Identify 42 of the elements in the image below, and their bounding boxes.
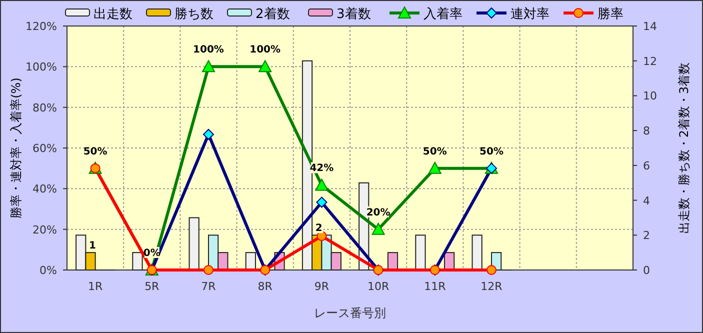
x-axis-title: レース番号別 xyxy=(314,306,386,320)
y-tick-label: 0% xyxy=(40,264,57,277)
data-label: 20% xyxy=(366,207,390,218)
x-tick-label: 7R xyxy=(201,280,216,293)
x-tick-label: 11R xyxy=(424,280,446,293)
y-tick-label: 100% xyxy=(26,60,57,74)
y-tick-label: 20% xyxy=(32,223,57,236)
y2-tick-label: 8 xyxy=(643,124,650,138)
y-axis-title: 勝率・連対率・入着率(%) xyxy=(9,78,23,218)
data-label: 100% xyxy=(250,44,281,56)
y-tick-label: 40% xyxy=(32,182,57,196)
y2-tick-label: 10 xyxy=(643,90,657,103)
data-label: 50% xyxy=(422,146,447,158)
legend-label: 入着率 xyxy=(424,6,462,22)
y2-tick-label: 6 xyxy=(643,159,650,172)
legend-label: 勝ち数 xyxy=(174,7,214,22)
y2-tick-label: 0 xyxy=(643,264,650,277)
y2-tick-label: 14 xyxy=(643,20,657,33)
data-label: 100% xyxy=(193,44,224,56)
legend-label: 2着数 xyxy=(256,6,290,22)
legend-label: 出走数 xyxy=(94,7,132,22)
x-tick-label: 9R xyxy=(314,280,330,293)
legend-label: 3着数 xyxy=(336,6,371,22)
y2-tick-label: 2 xyxy=(643,229,650,242)
data-label: 50% xyxy=(480,146,504,158)
x-tick-label: 12R xyxy=(480,280,503,293)
data-label: 2 xyxy=(315,223,322,234)
x-tick-label: 1R xyxy=(88,280,103,293)
y-tick-label: 80% xyxy=(32,101,57,114)
y2-tick-label: 4 xyxy=(643,194,650,208)
x-tick-label: 10R xyxy=(367,280,390,293)
x-tick-label: 5R xyxy=(144,280,160,293)
legend-label: 連対率 xyxy=(510,6,550,22)
y2-axis-title: 出走数・勝ち数・2着数・3着数 xyxy=(677,62,691,234)
data-label: 50% xyxy=(83,146,108,158)
x-tick-label: 8R xyxy=(258,280,273,293)
data-label: 1 xyxy=(89,240,96,252)
y2-tick-label: 12 xyxy=(643,54,657,68)
y-tick-label: 60% xyxy=(32,142,57,155)
data-label: 42% xyxy=(310,163,334,174)
legend-label: 勝率 xyxy=(598,6,624,22)
y-tick-label: 120% xyxy=(26,20,57,33)
